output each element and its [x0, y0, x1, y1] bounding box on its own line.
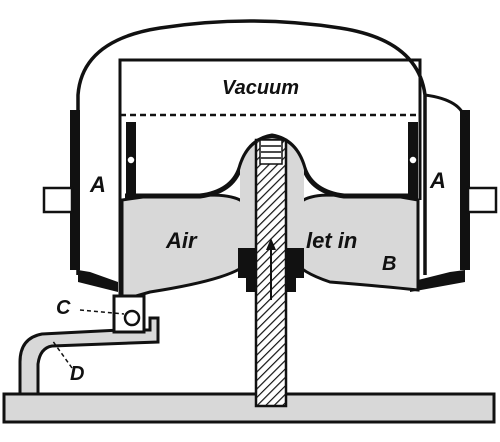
outer-cylinder — [76, 19, 427, 275]
train-pipe — [2, 392, 496, 424]
label-vacuum: Vacuum — [222, 77, 299, 99]
left-trunnion — [42, 186, 74, 214]
label-d-leader — [51, 339, 73, 369]
piston-head — [125, 133, 418, 199]
ball-valve — [123, 309, 141, 327]
cylinder-base-left — [78, 270, 118, 292]
arrow-head — [266, 238, 276, 250]
label-a-right: A — [429, 168, 446, 193]
label-a-left: A — [89, 172, 106, 197]
right-stud — [408, 155, 418, 165]
label-let-in: let in — [306, 228, 357, 253]
right-trunnion — [466, 186, 498, 214]
cylinder-base-right — [410, 270, 465, 292]
label-air: Air — [165, 228, 198, 253]
label-c: C — [56, 297, 71, 319]
label-d: D — [70, 363, 84, 385]
label-c-leader — [79, 309, 125, 315]
label-b: B — [382, 253, 396, 275]
connecting-pipe — [18, 316, 160, 396]
left-stud — [126, 155, 136, 165]
left-wall — [70, 110, 80, 270]
right-outer-curve — [424, 93, 467, 270]
